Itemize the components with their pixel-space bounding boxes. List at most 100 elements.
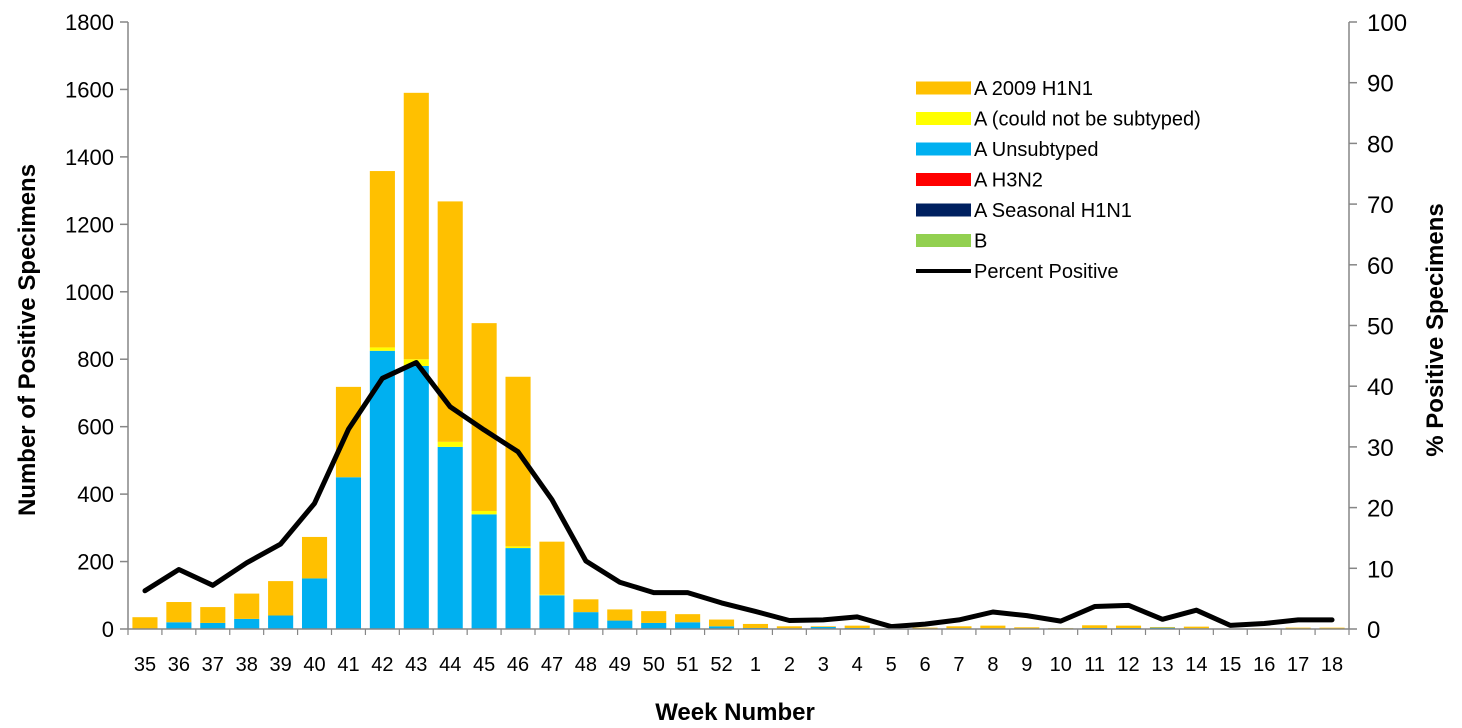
bar-a-2009-h1n1-week-17 <box>1285 627 1311 629</box>
x-tick-label: 37 <box>202 654 224 676</box>
percent-positive-line <box>142 360 1335 630</box>
bar-a-2009-h1n1-week-40 <box>301 536 328 579</box>
y-tick-label: 1000 <box>65 280 114 305</box>
bar-a-2009-h1n1-week-42 <box>369 171 395 348</box>
bar-a-unsubtyped-week-50 <box>641 622 667 629</box>
legend-swatch-a-h3n2 <box>916 173 971 186</box>
bar-a-unsubtyped-week-52 <box>708 626 735 629</box>
bar-a-could-not-be-subtyped--week-47 <box>539 594 565 596</box>
legend-swatch-a-2009-h1n1 <box>916 81 971 95</box>
legend-swatch-a-seasonal-h1n1 <box>916 203 971 217</box>
y-tick-label: 1400 <box>65 145 114 170</box>
bar-a-2009-h1n1-week-51 <box>675 614 701 623</box>
axes-group: 0 200 400 600 800 1000 1200 1400 1600 1800 0 10 20 30… <box>65 10 1407 676</box>
x-tick-label: 2 <box>784 654 795 676</box>
x-tick-label: 18 <box>1321 654 1343 676</box>
legend-label-a-seasonal-h1n1: A Seasonal H1N1 <box>974 200 1132 222</box>
legend-swatch-a-could-not-be-subtyped- <box>916 112 971 125</box>
bar-a-unsubtyped-week-46 <box>505 548 531 629</box>
bar-a-could-not-be-subtyped--week-44 <box>437 441 463 447</box>
bar-a-2009-h1n1-week-35 <box>132 617 158 629</box>
x-tick-label: 16 <box>1253 654 1275 676</box>
bar-a-unsubtyped-week-37 <box>200 622 226 629</box>
x-tick-label: 7 <box>953 654 964 676</box>
legend-label-b: B <box>974 231 987 253</box>
bar-a-could-not-be-subtyped--week-45 <box>471 510 497 515</box>
x-tick-label: 3 <box>818 654 829 676</box>
x-tick-label: 52 <box>710 654 732 676</box>
x-tick-label: 43 <box>405 654 427 676</box>
x-tick-label: 46 <box>507 654 529 676</box>
x-tick-label: 11 <box>1084 654 1105 676</box>
x-tick-label: 51 <box>677 654 699 676</box>
legend-label-percent-positive: Percent Positive <box>974 261 1119 283</box>
x-tick-label: 12 <box>1117 654 1139 676</box>
bar-a-unsubtyped-week-36 <box>166 622 192 629</box>
bar-a-2009-h1n1-week-52 <box>708 619 735 627</box>
x-tick-label: 49 <box>609 654 631 676</box>
legend-swatch-b <box>916 234 971 247</box>
y-tick-label: 800 <box>77 347 114 372</box>
bar-a-2009-h1n1-week-14 <box>1183 626 1209 629</box>
bar-a-unsubtyped-week-38 <box>234 618 260 629</box>
y2-tick-label: 30 <box>1367 435 1394 462</box>
x-tick-label: 8 <box>987 654 998 676</box>
x-tick-label: 48 <box>575 654 597 676</box>
x-tick-label: 10 <box>1050 654 1072 676</box>
x-tick-label: 38 <box>236 654 258 676</box>
y-tick-label: 400 <box>77 482 114 507</box>
x-tick-label: 1 <box>750 654 761 676</box>
bar-a-2009-h1n1-week-43 <box>403 92 429 360</box>
x-tick-label: 6 <box>919 654 930 676</box>
x-tick-label: 50 <box>643 654 665 676</box>
y2-tick-label: 70 <box>1367 192 1394 219</box>
bar-a-2009-h1n1-week-44 <box>437 201 463 442</box>
bar-a-2009-h1n1-week-45 <box>471 323 497 511</box>
y2-tick-label: 40 <box>1367 374 1394 401</box>
y2-axis-title: % Positive Specimens <box>1422 203 1449 456</box>
legend-label-a-unsubtyped: A Unsubtyped <box>974 139 1099 161</box>
x-tick-label: 47 <box>541 654 563 676</box>
bar-a-unsubtyped-week-43 <box>403 365 429 629</box>
x-tick-label: 44 <box>439 654 461 676</box>
bar-a-unsubtyped-week-39 <box>268 615 294 629</box>
bars-group <box>132 92 1345 629</box>
bar-a-could-not-be-subtyped--week-42 <box>369 347 395 351</box>
bar-a-2009-h1n1-week-7 <box>946 626 972 629</box>
x-tick-label: 4 <box>852 654 863 676</box>
bar-a-2009-h1n1-week-38 <box>234 593 260 619</box>
x-tick-label: 45 <box>473 654 495 676</box>
y-tick-label: 1200 <box>65 212 114 237</box>
bar-a-2009-h1n1-week-49 <box>607 609 633 621</box>
bar-a-2009-h1n1-week-9 <box>1014 627 1040 629</box>
bar-a-2009-h1n1-week-37 <box>200 607 226 623</box>
bar-a-2009-h1n1-week-8 <box>980 625 1006 629</box>
bar-a-2009-h1n1-week-11 <box>1082 625 1108 628</box>
bar-a-unsubtyped-week-40 <box>301 578 328 629</box>
legend-label-a-could-not-be-subtyped-: A (could not be subtyped) <box>974 109 1201 131</box>
bar-a-unsubtyped-week-45 <box>471 514 497 629</box>
x-tick-label: 14 <box>1185 654 1207 676</box>
x-tick-label: 9 <box>1021 654 1032 676</box>
bar-a-2009-h1n1-week-36 <box>166 602 192 623</box>
x-tick-label: 15 <box>1219 654 1241 676</box>
y2-tick-label: 60 <box>1367 253 1394 280</box>
x-tick-label: 41 <box>337 654 359 676</box>
bar-a-unsubtyped-week-47 <box>539 595 565 629</box>
bar-a-2009-h1n1-week-48 <box>573 599 599 613</box>
y2-tick-label: 20 <box>1367 496 1394 523</box>
bar-a-unsubtyped-week-44 <box>437 446 463 629</box>
x-tick-label: 13 <box>1151 654 1173 676</box>
x-tick-label: 35 <box>134 654 156 676</box>
bar-a-2009-h1n1-week-13 <box>1149 626 1176 628</box>
bar-a-2009-h1n1-week-18 <box>1319 627 1345 629</box>
bar-a-2009-h1n1-week-6 <box>912 627 938 629</box>
bar-a-2009-h1n1-week-39 <box>268 581 294 616</box>
y2-tick-label: 100 <box>1367 10 1407 37</box>
y-axis-title: Number of Positive Specimens <box>14 164 41 516</box>
x-tick-label: 5 <box>886 654 897 676</box>
bar-a-unsubtyped-week-51 <box>675 622 701 629</box>
y-tick-label: 200 <box>77 550 114 575</box>
y-tick-label: 0 <box>102 617 114 642</box>
bar-a-2009-h1n1-week-3 <box>810 626 836 627</box>
